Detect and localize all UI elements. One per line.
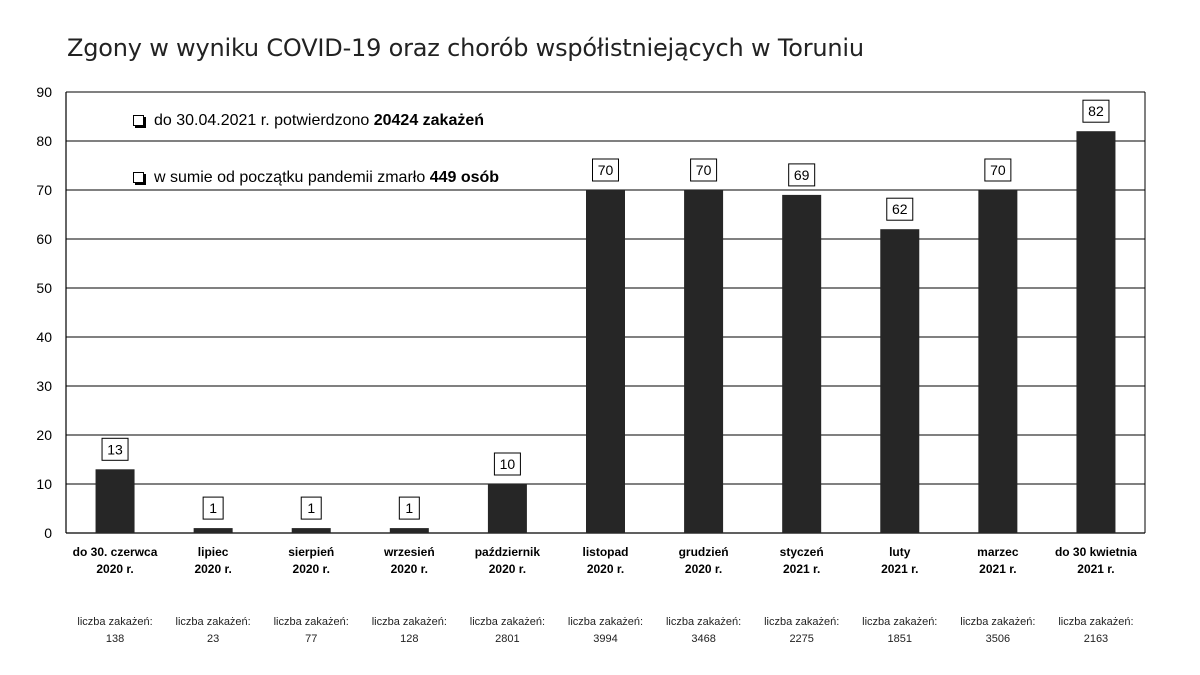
y-tick-label: 30 <box>36 378 52 394</box>
data-label: 10 <box>500 456 516 472</box>
x-tick-label: wrzesień <box>383 545 435 559</box>
data-label-box <box>886 197 914 221</box>
infections-value: 3994 <box>593 633 617 645</box>
infections-value: 2275 <box>789 633 813 645</box>
infections-value: 138 <box>106 633 124 645</box>
data-label-box <box>398 496 420 520</box>
infections-value: 23 <box>207 633 219 645</box>
infections-value: 3506 <box>986 633 1010 645</box>
x-tick-label: marzec <box>977 545 1019 559</box>
infections-label: liczba zakażeń: <box>470 616 545 628</box>
infections-value: 2801 <box>495 633 519 645</box>
infections-value: 2163 <box>1084 633 1108 645</box>
y-tick-label: 10 <box>36 476 52 492</box>
y-tick-label: 40 <box>36 329 52 345</box>
x-tick-label: 2020 r. <box>194 562 231 576</box>
x-tick-label: luty <box>889 545 911 559</box>
infections-label: liczba zakażeń: <box>960 616 1035 628</box>
bar <box>1076 131 1116 533</box>
infections-value: 77 <box>305 633 317 645</box>
x-tick-label: październik <box>475 545 541 559</box>
y-tick-label: 80 <box>36 133 52 149</box>
x-tick-label: do 30 kwietnia <box>1055 545 1137 559</box>
infections-value: 128 <box>400 633 418 645</box>
checkbox-icon <box>133 114 144 126</box>
x-tick-label: listopad <box>582 545 628 559</box>
data-label-box <box>300 496 322 520</box>
x-tick-label: 2020 r. <box>293 562 330 576</box>
bar <box>487 484 527 533</box>
bar <box>880 229 920 533</box>
x-tick-label: do 30. czerwca <box>73 545 158 559</box>
data-label-box <box>592 158 619 182</box>
x-tick-label: 2021 r. <box>881 562 918 576</box>
x-tick-label: 2020 r. <box>391 562 428 576</box>
bar <box>782 194 822 533</box>
bar <box>978 190 1018 533</box>
annotation-deaths-value: 449 osób <box>429 169 500 186</box>
y-tick-label: 70 <box>36 182 52 198</box>
x-tick-label: 2021 r. <box>1077 562 1114 576</box>
infections-value: 3468 <box>691 633 715 645</box>
annotation-deaths: w sumie od początku pandemii zmarło 449 … <box>133 169 499 187</box>
data-label-box <box>101 437 129 461</box>
bar <box>291 528 331 533</box>
infections-label: liczba zakażeń: <box>568 616 643 628</box>
annotation-infections-text: do 30.04.2021 r. potwierdzono <box>154 112 374 129</box>
data-label: 70 <box>990 162 1006 178</box>
x-tick-label: sierpień <box>288 545 334 559</box>
checkbox-icon <box>133 171 144 183</box>
annotation-infections-value: 20424 zakażeń <box>373 112 485 129</box>
y-tick-label: 20 <box>36 427 52 443</box>
data-label-box <box>202 496 224 520</box>
data-label: 82 <box>1088 103 1104 119</box>
x-tick-label: 2020 r. <box>587 562 624 576</box>
bar <box>684 190 724 533</box>
x-tick-label: styczeń <box>780 545 824 559</box>
data-label: 70 <box>696 162 712 178</box>
infections-label: liczba zakażeń: <box>176 616 251 628</box>
data-label: 1 <box>405 500 413 516</box>
x-tick-label: 2021 r. <box>979 562 1016 576</box>
infections-label: liczba zakażeń: <box>764 616 839 628</box>
data-label-box <box>788 163 816 187</box>
annotation-infections: do 30.04.2021 r. potwierdzono 20424 zaka… <box>133 112 484 130</box>
x-tick-label: lipiec <box>198 545 229 559</box>
data-label-box <box>690 158 718 182</box>
data-label: 69 <box>794 167 810 183</box>
annotation-deaths-text: w sumie od początku pandemii zmarło <box>154 169 430 186</box>
infections-label: liczba zakażeń: <box>1058 616 1133 628</box>
x-tick-label: 2021 r. <box>783 562 820 576</box>
x-tick-label: 2020 r. <box>489 562 526 576</box>
data-label: 1 <box>307 500 315 516</box>
infections-label: liczba zakażeń: <box>862 616 937 628</box>
y-tick-label: 50 <box>36 280 52 296</box>
infections-label: liczba zakażeń: <box>77 616 152 628</box>
x-tick-label: 2020 r. <box>685 562 722 576</box>
x-tick-label: 2020 r. <box>96 562 133 576</box>
y-tick-label: 0 <box>44 525 52 541</box>
data-label: 62 <box>892 201 908 217</box>
infections-label: liczba zakażeń: <box>372 616 447 628</box>
bar <box>193 528 233 533</box>
data-label: 70 <box>598 162 614 178</box>
chart-title: Zgony w wyniku COVID-19 oraz chorób wspó… <box>67 34 864 62</box>
bar <box>389 528 429 533</box>
data-label-box <box>493 452 521 476</box>
infections-label: liczba zakażeń: <box>274 616 349 628</box>
y-tick-label: 90 <box>36 84 52 100</box>
data-label-box <box>1082 99 1110 123</box>
bar <box>586 190 625 533</box>
x-tick-label: grudzień <box>679 545 729 559</box>
data-label: 1 <box>209 500 217 516</box>
infections-label: liczba zakażeń: <box>666 616 741 628</box>
bar <box>95 469 135 533</box>
infections-value: 1851 <box>888 633 912 645</box>
data-label: 13 <box>107 441 123 457</box>
y-tick-label: 60 <box>36 231 52 247</box>
data-label-box <box>984 158 1012 182</box>
